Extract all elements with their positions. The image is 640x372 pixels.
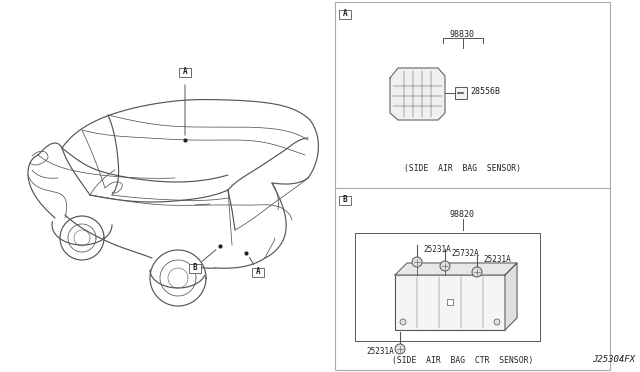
Text: 25732A: 25732A <box>451 250 479 259</box>
Bar <box>179 67 191 77</box>
Circle shape <box>494 319 500 325</box>
Polygon shape <box>390 68 445 120</box>
Bar <box>455 87 467 99</box>
Text: J25304FX: J25304FX <box>592 355 635 364</box>
Text: B: B <box>342 196 348 205</box>
Polygon shape <box>395 263 517 275</box>
Text: 98830: 98830 <box>450 30 475 39</box>
Bar <box>339 196 351 205</box>
Text: A: A <box>256 267 260 276</box>
Bar <box>189 263 201 273</box>
Text: A: A <box>342 10 348 19</box>
Circle shape <box>395 344 405 354</box>
Text: 25231A: 25231A <box>423 246 451 254</box>
Circle shape <box>400 319 406 325</box>
Text: 25231A: 25231A <box>366 347 394 356</box>
Bar <box>339 10 351 19</box>
Text: A: A <box>182 67 188 77</box>
Bar <box>335 2 610 370</box>
Circle shape <box>472 267 482 277</box>
Text: (SIDE  AIR  BAG  CTR  SENSOR): (SIDE AIR BAG CTR SENSOR) <box>392 356 533 365</box>
Circle shape <box>412 257 422 267</box>
Bar <box>252 267 264 276</box>
Circle shape <box>440 261 450 271</box>
Text: B: B <box>193 263 197 273</box>
Bar <box>395 275 505 330</box>
Text: 25231A: 25231A <box>483 256 511 264</box>
Text: 98820: 98820 <box>450 210 475 219</box>
Text: 28556B: 28556B <box>470 87 500 96</box>
Bar <box>355 233 540 341</box>
Text: (SIDE  AIR  BAG  SENSOR): (SIDE AIR BAG SENSOR) <box>404 164 521 173</box>
Polygon shape <box>505 263 517 330</box>
